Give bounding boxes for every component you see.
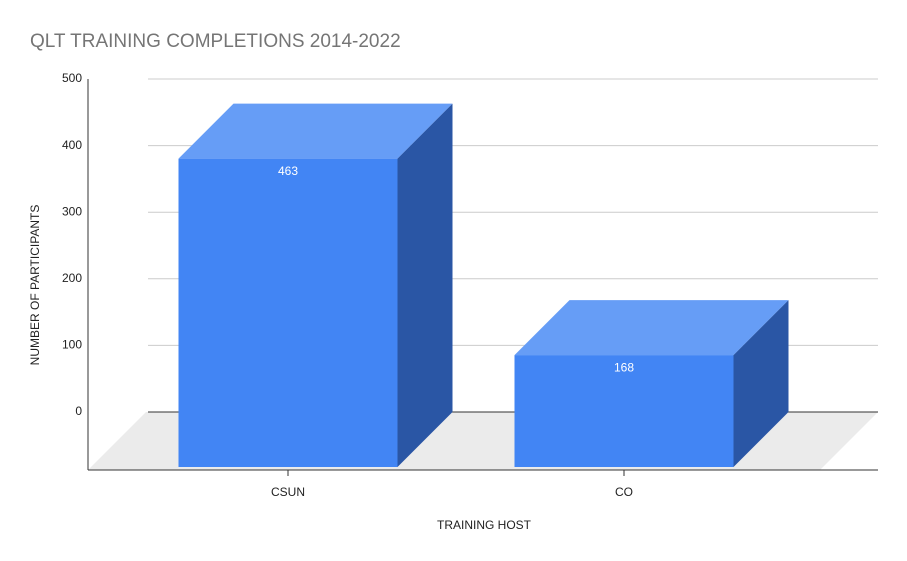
y-axis-title: NUMBER OF PARTICIPANTS: [28, 205, 42, 366]
bar: [178, 158, 398, 467]
x-axis-title: TRAINING HOST: [437, 518, 532, 532]
y-tick-label: 0: [75, 404, 82, 418]
value-label: 463: [278, 164, 298, 178]
x-tick-label: CO: [615, 485, 633, 499]
y-tick-label: 300: [62, 204, 82, 218]
bar-top: [178, 103, 453, 159]
bar-top: [514, 300, 789, 356]
bar: [514, 355, 734, 467]
value-label: 168: [614, 360, 634, 374]
chart-title: QLT TRAINING COMPLETIONS 2014-2022: [30, 31, 401, 52]
y-tick-label: 400: [62, 138, 82, 152]
y-tick-label: 200: [62, 271, 82, 285]
bar-side: [397, 103, 453, 467]
y-tick-label: 100: [62, 338, 82, 352]
x-tick-label: CSUN: [271, 485, 305, 499]
bar-side: [733, 300, 789, 467]
y-tick-label: 500: [62, 71, 82, 85]
